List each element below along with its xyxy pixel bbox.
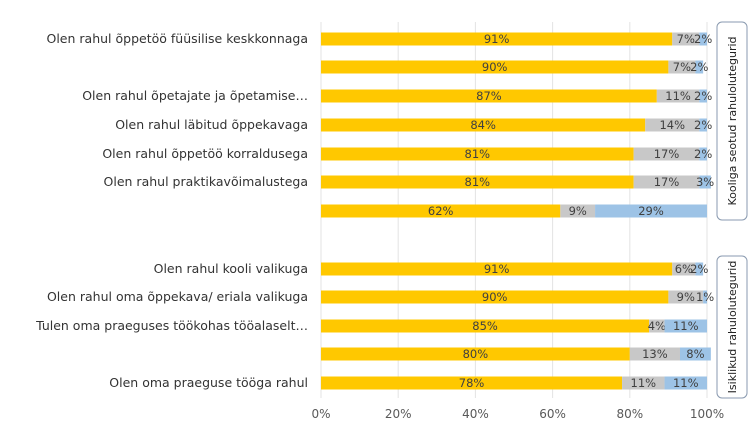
bar-segment: [672, 262, 696, 276]
data-label: 6%: [675, 262, 693, 276]
bar-segment: [649, 319, 665, 333]
data-label: 2%: [690, 262, 708, 276]
data-label: 3%: [696, 175, 714, 189]
bar-segment: [668, 290, 704, 304]
category-label: Olen rahul praktikavõimalustega: [104, 174, 308, 189]
group-label: Kooliga seotud rahulolutegurid: [726, 36, 739, 205]
bar-segment: [633, 147, 700, 161]
data-label: 2%: [694, 89, 712, 103]
bar-segment: [703, 290, 707, 304]
data-label: 11%: [673, 319, 699, 333]
bar-segment: [699, 175, 711, 189]
data-label: 2%: [694, 118, 712, 132]
group-label-box: [716, 255, 748, 399]
data-label: 17%: [654, 175, 680, 189]
data-label: 90%: [482, 60, 508, 74]
data-label: 85%: [472, 319, 498, 333]
data-label: 81%: [465, 175, 491, 189]
category-label: Tulen oma praeguses töökohas tööalaselt…: [35, 318, 308, 333]
group-label: Isiklikud rahulolutegurid: [726, 261, 739, 394]
bar-segment: [695, 60, 704, 74]
data-label: 7%: [677, 32, 695, 46]
category-label: Olen rahul oma õppekava/ eriala valikuga: [47, 289, 308, 304]
data-label: 9%: [677, 290, 695, 304]
bar-segment: [679, 347, 711, 361]
data-label: 4%: [648, 319, 666, 333]
data-label: 13%: [642, 347, 668, 361]
data-label: 90%: [482, 290, 508, 304]
data-label: 87%: [476, 89, 502, 103]
data-label: 29%: [638, 204, 664, 218]
bar-segment: [321, 204, 561, 218]
data-label: 91%: [484, 32, 510, 46]
data-label: 78%: [459, 376, 485, 390]
x-tick-label: 60%: [539, 407, 566, 421]
data-label: 62%: [428, 204, 454, 218]
bar-segment: [699, 89, 707, 103]
data-label: 2%: [694, 32, 712, 46]
bar-segment: [645, 118, 700, 132]
bar-segment: [560, 204, 596, 218]
category-label: Olen rahul kooli valikuga: [154, 261, 308, 276]
x-tick-label: 0%: [311, 407, 330, 421]
data-label: 80%: [463, 347, 489, 361]
data-label: 2%: [694, 147, 712, 161]
category-label: Olen rahul õppetöö füüsilise keskkonnaga: [47, 31, 309, 46]
bar-segment: [664, 319, 707, 333]
bar-segment: [321, 290, 669, 304]
data-label: 91%: [484, 262, 510, 276]
bar-segment: [321, 60, 669, 74]
bar-segment: [595, 204, 707, 218]
bar-segment: [321, 118, 646, 132]
data-label: 2%: [690, 60, 708, 74]
data-label: 1%: [696, 290, 714, 304]
data-label: 14%: [659, 118, 685, 132]
data-label: 84%: [470, 118, 496, 132]
bar-segment: [321, 347, 630, 361]
x-tick-label: 20%: [385, 407, 412, 421]
x-tick-label: 80%: [616, 407, 643, 421]
bar-segment: [695, 262, 704, 276]
bar-segment: [664, 376, 707, 390]
data-label: 8%: [686, 347, 704, 361]
bar-segment: [656, 89, 700, 103]
bar-segment: [321, 32, 673, 46]
bar-segment: [321, 262, 673, 276]
bar-segment: [668, 60, 696, 74]
bar-segment: [699, 118, 707, 132]
bar-segment: [699, 32, 707, 46]
bar-segment: [622, 376, 665, 390]
bar-segment: [633, 175, 700, 189]
bar-segment: [321, 175, 634, 189]
bar-segment: [699, 147, 707, 161]
data-label: 11%: [673, 376, 699, 390]
group-label-box: [716, 21, 748, 221]
category-label: Olen oma praeguse tööga rahul: [109, 375, 308, 390]
bar-segment: [672, 32, 700, 46]
x-tick-label: 40%: [462, 407, 489, 421]
data-label: 7%: [673, 60, 691, 74]
data-label: 11%: [665, 89, 691, 103]
data-label: 81%: [465, 147, 491, 161]
bar-segment: [321, 319, 650, 333]
category-label: Olen rahul õppetöö korraldusega: [102, 146, 308, 161]
x-tick-label: 100%: [690, 407, 724, 421]
bar-segment: [321, 89, 657, 103]
category-label: Olen rahul läbitud õppekavaga: [115, 117, 308, 132]
bar-segment: [321, 147, 634, 161]
data-label: 17%: [654, 147, 680, 161]
data-label: 11%: [631, 376, 657, 390]
bar-segment: [629, 347, 680, 361]
data-label: 9%: [569, 204, 587, 218]
category-label: Olen rahul õpetajate ja õpetamise…: [82, 88, 308, 103]
bar-segment: [321, 376, 623, 390]
